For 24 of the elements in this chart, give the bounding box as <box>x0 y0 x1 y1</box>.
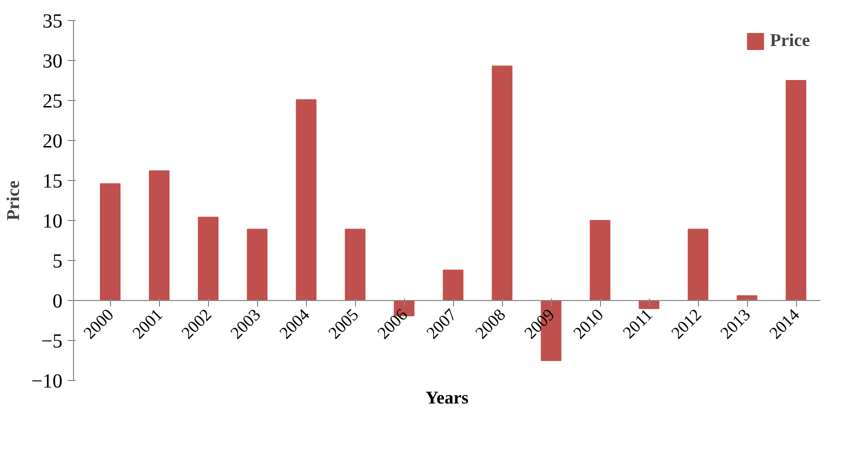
y-tick-label: −10 <box>31 370 62 392</box>
bar <box>198 216 218 301</box>
y-tick-label: 0 <box>52 290 62 312</box>
bar <box>688 228 708 301</box>
y-tick-label: 25 <box>42 90 62 112</box>
y-tick-label: 30 <box>42 50 62 72</box>
bar <box>100 183 121 301</box>
bar <box>296 99 316 301</box>
bar <box>492 66 512 301</box>
legend-label: Price <box>770 30 810 51</box>
y-tick-label: 15 <box>42 170 62 192</box>
x-axis-title: Years <box>426 388 469 408</box>
bar <box>246 228 268 301</box>
bar <box>786 80 806 301</box>
bar <box>148 170 170 301</box>
y-tick-label: 5 <box>52 250 62 272</box>
y-tick-label: 20 <box>42 130 62 152</box>
bar <box>344 228 366 301</box>
y-tick-label: 10 <box>42 210 62 232</box>
y-tick-label: −5 <box>41 330 62 352</box>
bar <box>442 270 464 301</box>
y-axis-title: Price <box>3 180 24 220</box>
bar <box>590 220 610 301</box>
y-tick-label: 35 <box>42 10 62 32</box>
